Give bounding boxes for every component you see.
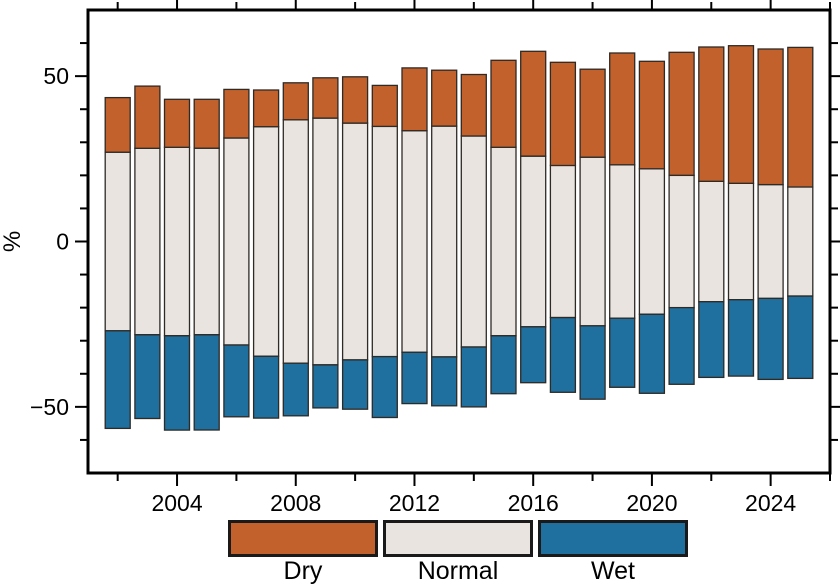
bar-2005-wet	[193, 334, 220, 431]
bar-2019-dry	[609, 52, 636, 166]
y-tick-label-0: 0	[56, 229, 69, 255]
bar-2013-dry	[431, 69, 458, 127]
bar-2002-normal	[104, 151, 131, 332]
bar-2025-normal	[787, 186, 814, 297]
bar-2015-dry	[490, 59, 517, 148]
bar-2014-dry	[460, 73, 487, 137]
bar-2006-wet	[223, 344, 250, 418]
bar-2020-normal	[638, 168, 666, 315]
bar-2022-wet	[698, 301, 725, 379]
bar-2011-dry	[371, 84, 398, 128]
bar-2009-wet	[312, 364, 339, 409]
legend-swatch-dry	[228, 520, 378, 557]
y-tick-label-50: 50	[43, 63, 69, 89]
legend-swatch-normal	[383, 520, 533, 557]
stacked-bar-chart: 2004 2008 2012 2016 2020 2024 50 0 −50%	[0, 0, 840, 512]
bar-2017-wet	[549, 316, 577, 393]
legend-label-normal: Normal	[417, 557, 499, 585]
bar-2005-normal	[193, 147, 220, 336]
bar-2003-normal	[134, 147, 161, 336]
bar-2004-wet	[163, 335, 191, 431]
y-axis-label: %	[0, 231, 26, 252]
bar-2006-dry	[223, 88, 250, 139]
bar-2024-dry	[757, 48, 784, 186]
bar-2014-wet	[460, 346, 487, 408]
bar-2020-wet	[638, 313, 666, 394]
bar-2008-normal	[282, 119, 309, 364]
bar-2020-dry	[638, 60, 666, 170]
bar-2023-wet	[727, 299, 755, 377]
bar-2024-normal	[757, 183, 784, 300]
bar-2012-wet	[401, 351, 428, 405]
bar-2016-normal	[520, 155, 547, 328]
bar-2025-wet	[787, 295, 814, 380]
bar-2007-normal	[252, 126, 280, 357]
bar-2011-wet	[371, 355, 398, 419]
bar-2002-wet	[104, 330, 131, 430]
x-tick-label-2016: 2016	[508, 490, 559, 512]
bar-2004-dry	[163, 98, 191, 148]
bar-2013-normal	[431, 125, 458, 358]
legend-item-normal: Normal	[383, 520, 533, 584]
x-tick-label-2020: 2020	[626, 490, 677, 512]
bar-2018-dry	[579, 68, 606, 158]
bar-2010-normal	[341, 122, 369, 361]
bar-2017-normal	[549, 164, 577, 319]
bar-2014-normal	[460, 135, 487, 348]
bar-2021-wet	[668, 306, 695, 385]
bar-2010-dry	[341, 76, 369, 124]
x-tick-label-2012: 2012	[389, 490, 440, 512]
bar-2021-dry	[668, 51, 695, 176]
legend-swatch-wet	[538, 520, 688, 557]
bar-2019-wet	[609, 317, 636, 388]
bar-2024-wet	[757, 297, 784, 381]
legend-label-dry: Dry	[283, 557, 323, 585]
bar-2015-wet	[490, 335, 517, 395]
x-tick-label-2024: 2024	[745, 490, 796, 512]
bar-2002-dry	[104, 96, 131, 153]
bar-2003-wet	[134, 334, 161, 420]
bar-2016-dry	[520, 50, 547, 157]
bar-2008-dry	[282, 82, 309, 121]
bar-2010-wet	[341, 359, 369, 410]
bar-2012-normal	[401, 130, 428, 353]
bar-2013-wet	[431, 356, 458, 407]
bar-2008-wet	[282, 362, 309, 417]
legend-item-wet: Wet	[538, 520, 688, 584]
bar-2016-wet	[520, 326, 547, 384]
bar-2007-dry	[252, 89, 280, 128]
bar-2015-normal	[490, 146, 517, 337]
bar-2022-dry	[698, 46, 725, 182]
x-tick-label-2004: 2004	[151, 490, 202, 512]
bar-2007-wet	[252, 355, 280, 419]
plot-frame	[86, 8, 832, 475]
bar-2009-normal	[312, 117, 339, 366]
legend-label-wet: Wet	[591, 557, 635, 585]
bar-2018-wet	[579, 325, 606, 400]
bar-2006-normal	[223, 137, 250, 346]
bar-2023-dry	[727, 45, 755, 184]
bar-2022-normal	[698, 180, 725, 303]
bar-2019-normal	[609, 164, 636, 319]
bar-2009-dry	[312, 77, 339, 119]
x-tick-label-2008: 2008	[270, 490, 321, 512]
y-tick-label--50: −50	[30, 394, 69, 420]
bar-2017-dry	[549, 61, 577, 167]
legend: Dry Normal Wet	[228, 520, 688, 584]
bar-2004-normal	[163, 146, 191, 337]
bar-2018-normal	[579, 156, 606, 327]
bar-2012-dry	[401, 67, 428, 132]
legend-item-dry: Dry	[228, 520, 378, 584]
bar-2021-normal	[668, 174, 695, 309]
bar-2023-normal	[727, 182, 755, 301]
bar-2005-dry	[193, 98, 220, 149]
bar-2011-normal	[371, 125, 398, 358]
bar-2003-dry	[134, 85, 161, 149]
bar-2025-dry	[787, 46, 814, 188]
